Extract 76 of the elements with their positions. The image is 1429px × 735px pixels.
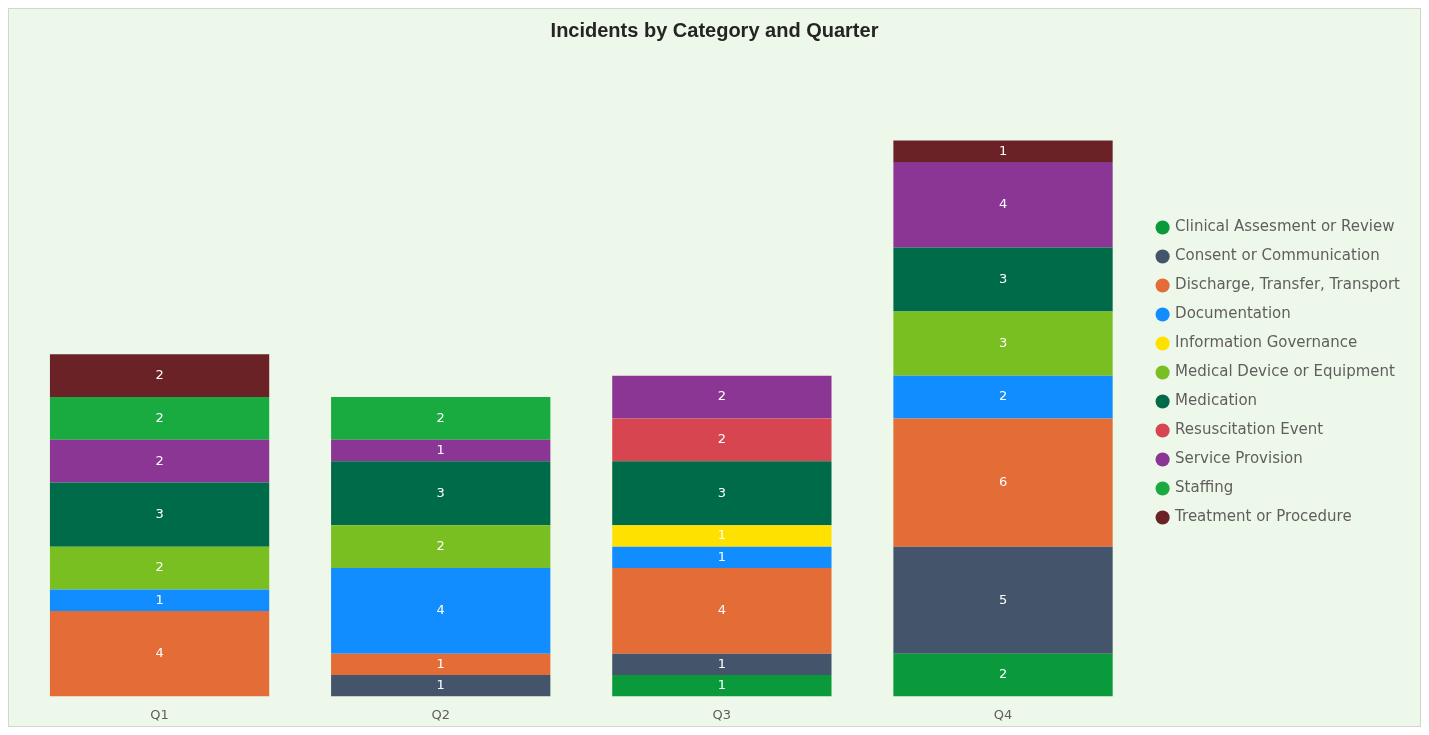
bar bbox=[49, 610, 270, 697]
data-label: 6 bbox=[998, 473, 1008, 489]
legend-label: Clinical Assesment or Review bbox=[1175, 217, 1395, 236]
data-label: 1 bbox=[717, 677, 727, 693]
bar bbox=[893, 247, 1113, 312]
data-label: 1 bbox=[717, 655, 727, 671]
chart-title: Incidents by Category and Quarter bbox=[550, 18, 879, 41]
bar bbox=[612, 546, 832, 569]
x-tick-label: Q1 bbox=[150, 706, 169, 722]
data-label: 2 bbox=[717, 431, 727, 447]
data-label: 1 bbox=[155, 591, 164, 607]
data-label: 3 bbox=[155, 506, 164, 522]
data-label: 1 bbox=[998, 142, 1008, 158]
x-tick-label: Q4 bbox=[993, 706, 1013, 722]
data-label: 2 bbox=[998, 666, 1008, 682]
x-tick-label: Q2 bbox=[431, 706, 450, 722]
bar bbox=[893, 140, 1113, 162]
data-label: 1 bbox=[717, 527, 727, 543]
bar bbox=[612, 375, 832, 419]
data-label: 2 bbox=[155, 367, 164, 383]
data-label: 2 bbox=[155, 409, 164, 425]
bar bbox=[331, 461, 551, 526]
data-label: 2 bbox=[436, 409, 445, 425]
legend-label: Information Governance bbox=[1175, 333, 1358, 352]
data-label: 1 bbox=[717, 548, 727, 564]
legend-label: Treatment or Procedure bbox=[1174, 507, 1352, 526]
data-label: 2 bbox=[998, 388, 1008, 404]
bar bbox=[331, 397, 551, 440]
bar bbox=[49, 439, 270, 483]
bar bbox=[612, 675, 832, 697]
data-label: 2 bbox=[717, 388, 727, 404]
legend-label: Staffing bbox=[1175, 478, 1234, 497]
bar bbox=[612, 461, 832, 526]
data-label: 5 bbox=[998, 591, 1008, 607]
data-label: 3 bbox=[998, 335, 1008, 351]
bar bbox=[49, 354, 270, 398]
data-label: 1 bbox=[436, 655, 445, 671]
bar bbox=[49, 482, 270, 547]
data-label: 1 bbox=[436, 677, 445, 693]
data-label: 4 bbox=[717, 602, 727, 618]
bar bbox=[893, 418, 1113, 547]
bar bbox=[893, 653, 1113, 697]
bar bbox=[331, 653, 551, 676]
data-label: 3 bbox=[436, 484, 445, 500]
legend-label: Discharge, Transfer, Transport bbox=[1175, 275, 1401, 294]
legend-label: Resuscitation Event bbox=[1175, 420, 1324, 439]
data-label: 1 bbox=[436, 441, 445, 457]
data-label: 4 bbox=[436, 602, 445, 618]
legend-label: Medication bbox=[1175, 391, 1258, 410]
x-tick-label: Q3 bbox=[712, 706, 732, 722]
data-label: 4 bbox=[998, 196, 1008, 212]
legend-label: Documentation bbox=[1175, 304, 1291, 323]
data-label: 3 bbox=[998, 270, 1008, 286]
bar bbox=[612, 418, 832, 462]
bar bbox=[49, 546, 270, 590]
bar bbox=[331, 568, 551, 654]
data-label: 2 bbox=[436, 538, 445, 554]
bar bbox=[893, 311, 1113, 376]
bar bbox=[893, 546, 1113, 654]
data-label: 4 bbox=[155, 645, 164, 661]
bar bbox=[331, 675, 551, 697]
bar bbox=[612, 525, 832, 547]
data-label: 2 bbox=[155, 559, 164, 575]
bar bbox=[893, 375, 1113, 419]
data-label: 2 bbox=[155, 452, 164, 468]
bar bbox=[893, 161, 1113, 248]
data-label: 3 bbox=[717, 484, 727, 500]
bar bbox=[331, 439, 551, 462]
bar bbox=[331, 525, 551, 569]
legend-label: Medical Device or Equipment bbox=[1175, 362, 1396, 381]
legend-label: Service Provision bbox=[1175, 449, 1303, 468]
bar bbox=[612, 568, 832, 654]
legend-label: Consent or Communication bbox=[1175, 246, 1380, 265]
bar bbox=[49, 397, 270, 440]
bar bbox=[49, 589, 270, 611]
bar bbox=[612, 653, 832, 676]
